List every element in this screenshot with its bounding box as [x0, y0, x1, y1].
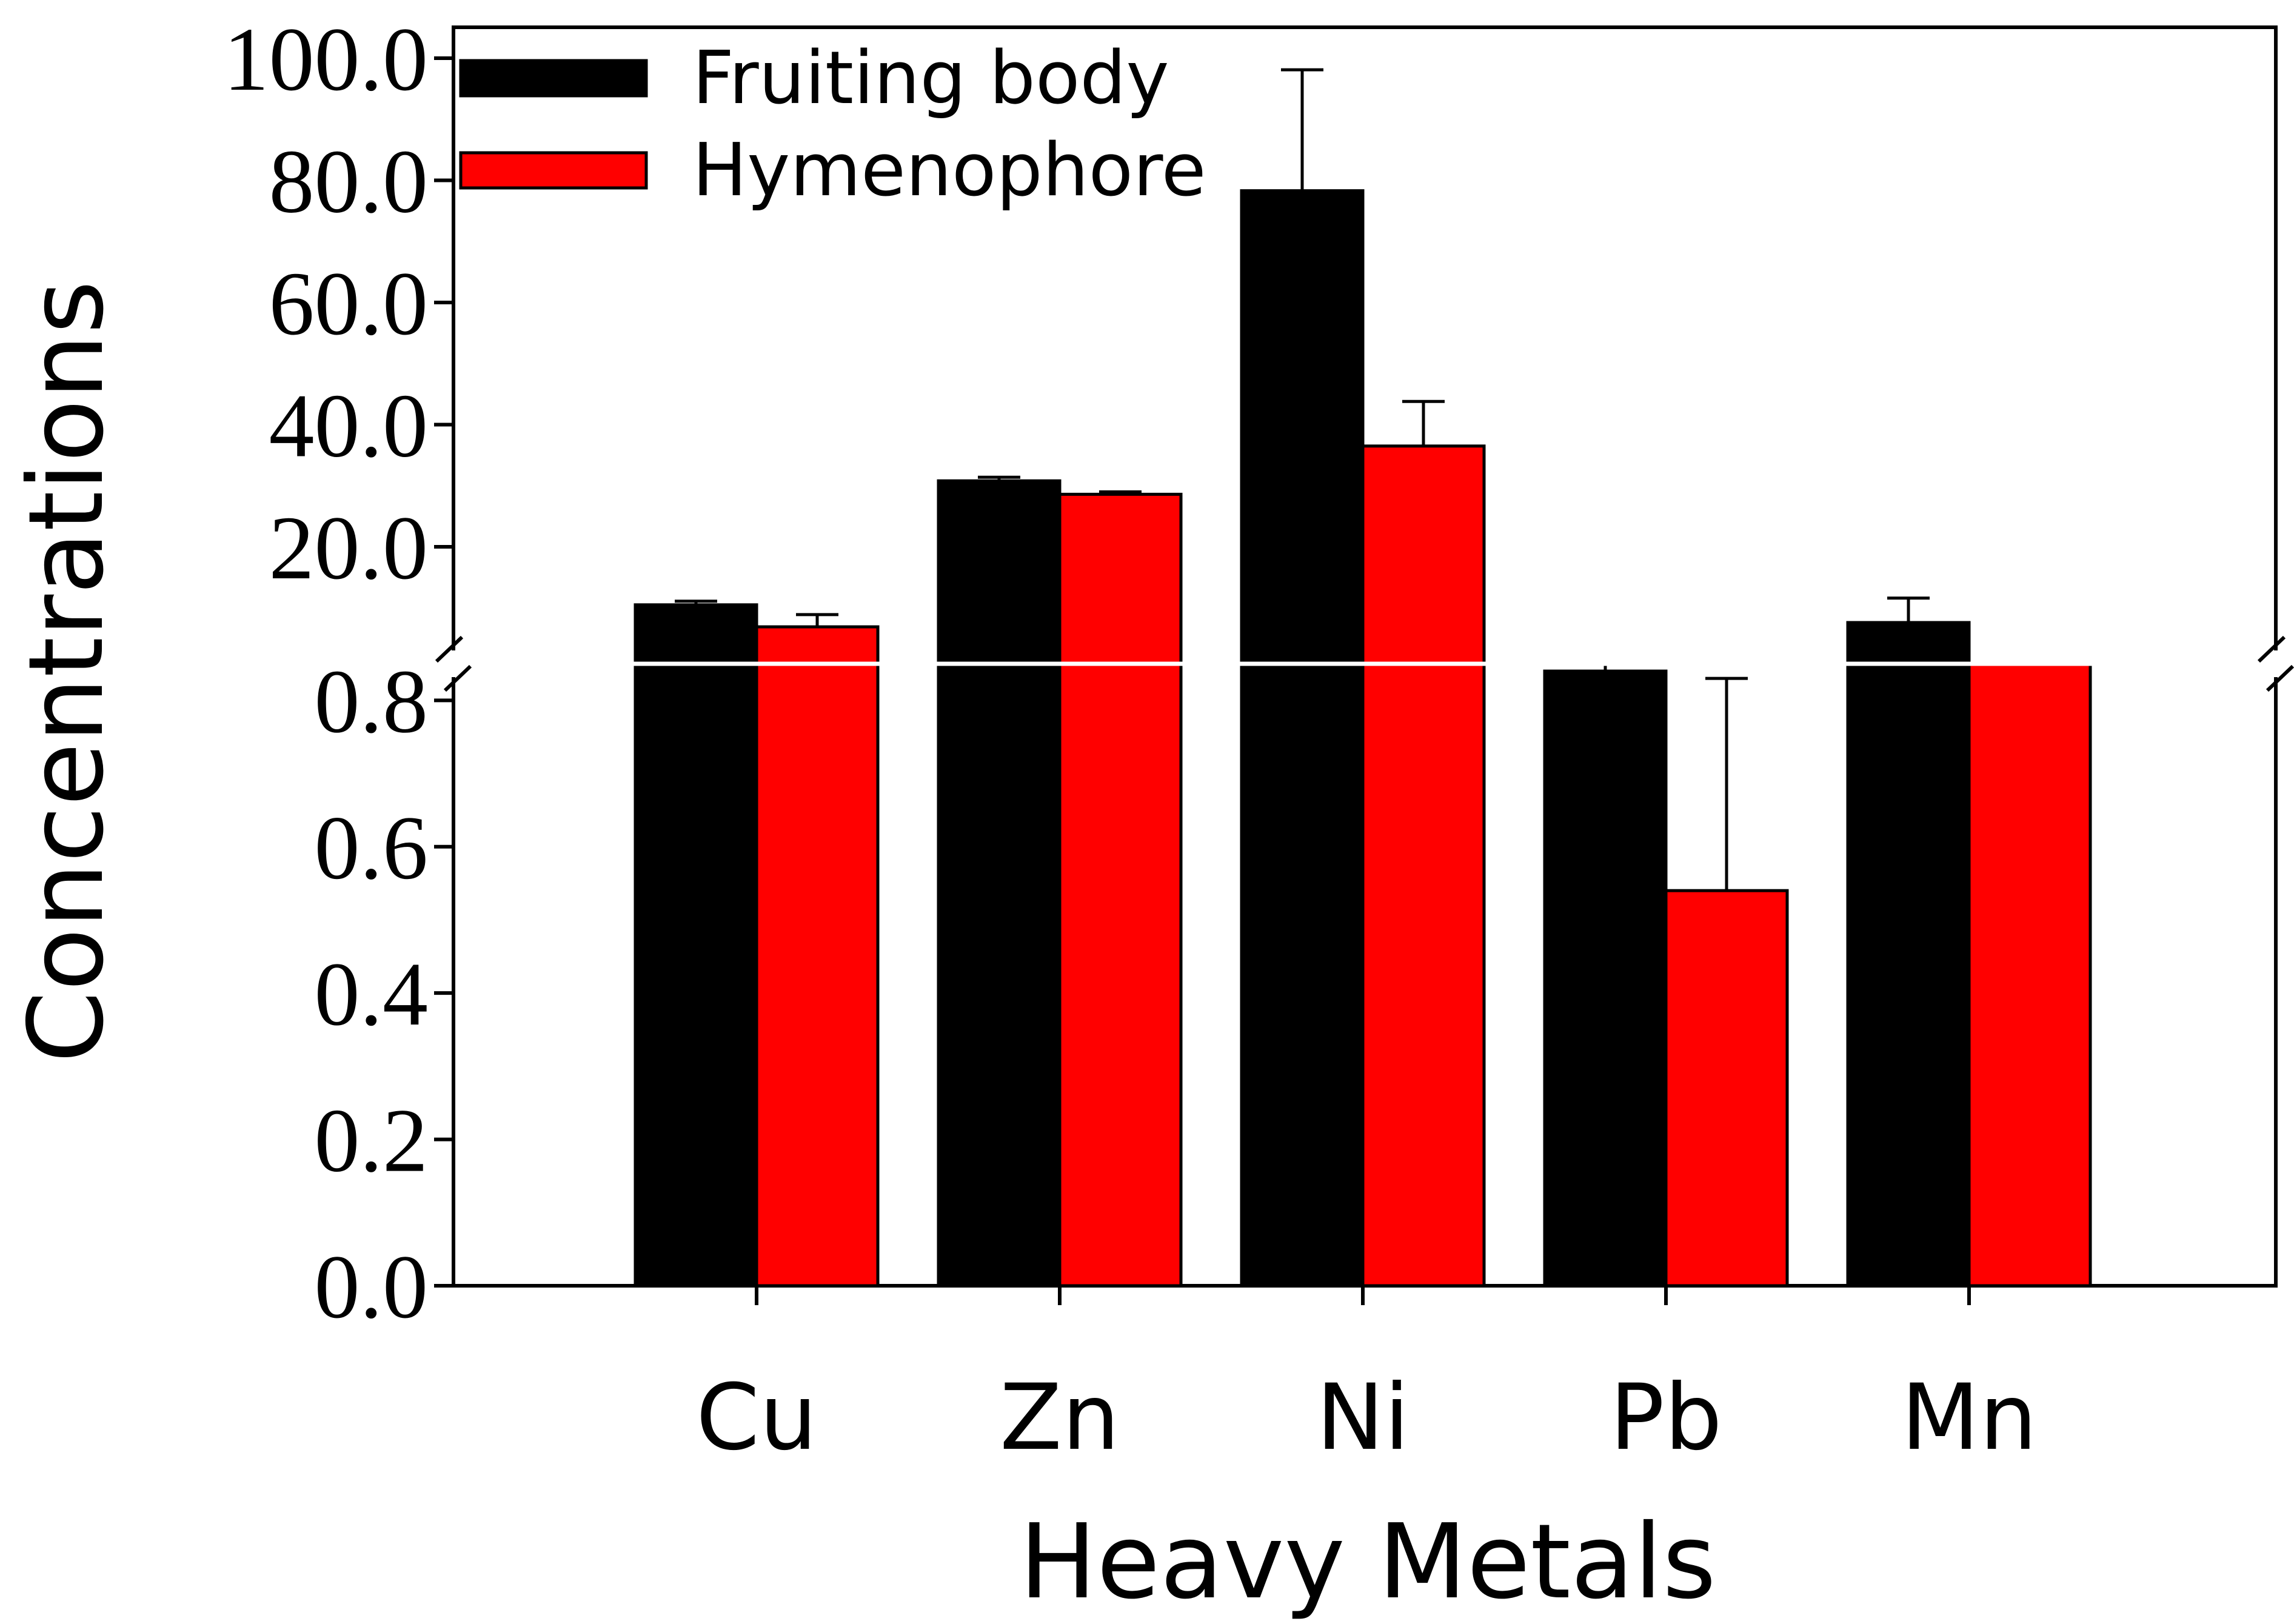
x-tick-label-pb: Pb	[1610, 1365, 1722, 1471]
legend-label-1: Hymenophore	[692, 129, 1206, 213]
bar-fruiting-body-mn	[1846, 621, 1971, 1288]
break-gap-right	[2258, 650, 2294, 677]
y-tick-label: 0.0	[315, 1237, 429, 1337]
bar-hymenophore-ni	[1361, 444, 1486, 1288]
bar-hymenophore-cu	[755, 625, 880, 1288]
error-bars-layer	[675, 68, 2051, 891]
x-axis-title: Heavy Metals	[1019, 1502, 1716, 1622]
y-tick-label: 0.8	[315, 651, 429, 752]
bars-layer	[634, 189, 2092, 1288]
legend-label-0: Fruiting body	[692, 36, 1169, 121]
break-mark	[2266, 664, 2294, 692]
y-tick-label: 0.2	[315, 1091, 429, 1191]
y-ticks: 0.0 0.2 0.4 0.6 0.8 20.0 40.0 60.0 80.0 100.0	[224, 9, 453, 1337]
break-mark	[435, 635, 464, 663]
bar-fruiting-body-ni	[1240, 189, 1365, 1288]
bar-fruiting-body-pb	[1543, 669, 1668, 1288]
y-tick-label: 80.0	[269, 132, 429, 232]
legend-swatch-1	[459, 151, 648, 190]
x-tick-label-cu: Cu	[696, 1365, 817, 1471]
axis-break	[435, 635, 2294, 692]
y-tick-label: 40.0	[269, 376, 429, 476]
bar-hymenophore-pb	[1664, 889, 1789, 1288]
x-tick-label-mn: Mn	[1901, 1365, 2038, 1471]
break-mark	[2257, 635, 2286, 663]
bar-hymenophore-mn	[1967, 662, 2092, 1288]
y-axis-title: Concentrations	[7, 280, 127, 1063]
bar-hymenophore-zn	[1058, 492, 1183, 1288]
break-gap-left	[435, 650, 472, 677]
x-tick-label-ni: Ni	[1316, 1365, 1410, 1471]
y-tick-label: 0.6	[315, 798, 429, 898]
bar-fruiting-body-cu	[634, 603, 758, 1288]
y-tick-label: 0.4	[315, 944, 429, 1044]
bar-fruiting-body-zn	[937, 479, 1062, 1288]
y-tick-label: 100.0	[224, 9, 429, 110]
legend-swatch-0	[459, 59, 648, 98]
y-tick-label: 20.0	[269, 498, 429, 598]
x-ticks: Cu Zn Ni Pb Mn	[696, 1286, 2037, 1471]
y-tick-label: 60.0	[269, 253, 429, 354]
x-tick-label-zn: Zn	[1000, 1365, 1120, 1471]
break-mark	[443, 664, 472, 692]
